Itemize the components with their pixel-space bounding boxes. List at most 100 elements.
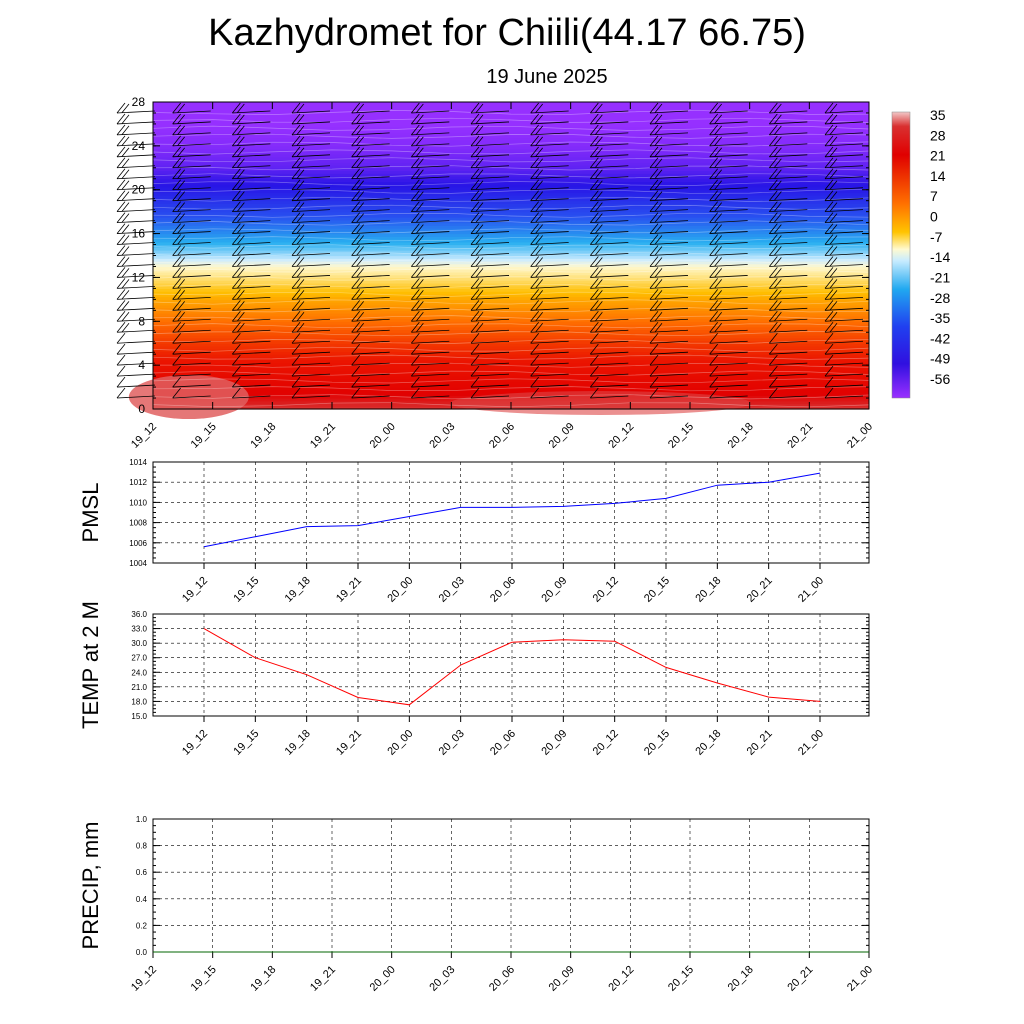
wind-barb-feather xyxy=(590,146,599,158)
wind-barb-feather xyxy=(714,224,722,234)
wind-barb-feather xyxy=(470,168,480,179)
wind-barb-feather xyxy=(714,136,722,146)
temperature-band xyxy=(153,250,869,254)
wind-barb-shaft xyxy=(116,143,156,147)
wind-barb-feather xyxy=(116,124,126,136)
wind-barb-feather xyxy=(291,289,301,300)
wind-barb-feather xyxy=(351,190,360,201)
wind-barb-feather xyxy=(649,212,659,223)
wind-barb-feather xyxy=(232,365,241,377)
wind-barb-feather xyxy=(824,223,834,234)
wind-barb-feather xyxy=(296,224,305,234)
wind-barb-feather xyxy=(535,136,543,146)
wind-barb-feather xyxy=(116,256,126,267)
temperature-band xyxy=(153,115,869,120)
wind-barb-shaft xyxy=(470,176,510,180)
temperature-band xyxy=(153,384,869,388)
wind-barb-feather xyxy=(416,180,424,190)
wind-barb-feather xyxy=(121,301,130,311)
wind-barb-shaft xyxy=(824,253,864,256)
wind-barb-shaft xyxy=(530,231,569,234)
temperature-band xyxy=(153,167,869,172)
wind-barb-feather xyxy=(824,354,834,366)
wind-barb-feather xyxy=(116,179,126,190)
y-tick-label: 28 xyxy=(132,95,146,109)
wind-barb-feather xyxy=(351,157,360,169)
temperature-band xyxy=(153,123,869,128)
wind-barb-shaft xyxy=(351,143,390,147)
wind-barb-feather xyxy=(291,300,301,311)
wind-barb-feather xyxy=(470,256,480,267)
temperature-band xyxy=(153,337,869,342)
x-tick-label: 20_15 xyxy=(666,964,696,994)
wind-barb-shaft xyxy=(351,296,390,300)
wind-barb-shaft xyxy=(769,187,808,191)
wind-barb-feather xyxy=(177,312,185,322)
wind-barb-shaft xyxy=(411,209,450,213)
wind-barb-shaft xyxy=(709,220,748,224)
wind-barb-feather xyxy=(590,179,599,190)
wind-barb-feather xyxy=(177,224,185,234)
temperature-band xyxy=(153,159,869,163)
wind-barb-feather xyxy=(829,268,838,278)
wind-barb-feather xyxy=(356,180,364,190)
wind-barb-feather xyxy=(829,158,838,168)
wind-barb-feather xyxy=(232,146,241,158)
wind-barb-feather xyxy=(237,103,245,113)
wind-barb-shaft xyxy=(291,351,331,355)
wind-barb-feather xyxy=(714,301,722,311)
wind-barb-feather xyxy=(416,169,424,179)
wind-barb-shaft xyxy=(530,209,569,213)
wind-barb-shaft xyxy=(116,132,156,136)
wind-barb-feather xyxy=(709,278,718,289)
wind-barb-feather xyxy=(237,235,245,245)
wind-barb-feather xyxy=(296,158,305,168)
wind-barb-feather xyxy=(709,289,718,300)
wind-barb-feather xyxy=(351,365,360,377)
wind-barb-feather xyxy=(291,376,301,388)
wind-barb-feather xyxy=(649,300,659,311)
wind-barb-feather xyxy=(351,267,360,278)
x-tick-label: 21_00 xyxy=(796,728,826,758)
wind-barb-shaft xyxy=(116,231,156,234)
panel-frame xyxy=(152,461,870,564)
wind-barb-feather xyxy=(475,169,484,179)
wind-barb-feather xyxy=(116,212,126,223)
wind-barb-feather xyxy=(595,235,603,245)
colorbar xyxy=(891,111,911,399)
wind-barb-feather xyxy=(649,354,659,366)
wind-barb-feather xyxy=(291,387,301,399)
temperature-band xyxy=(153,288,869,292)
wind-barb-feather xyxy=(824,146,834,158)
temperature-band xyxy=(153,340,869,344)
wind-barb-shaft xyxy=(530,253,569,256)
wind-barb-feather xyxy=(709,223,718,234)
temperature-band xyxy=(153,156,869,161)
temperature-band xyxy=(153,197,869,202)
wind-barb-shaft xyxy=(824,395,864,399)
wind-barb-feather xyxy=(116,135,126,147)
wind-barb-feather xyxy=(595,158,603,168)
temperature-band xyxy=(153,129,869,133)
wind-barb-feather xyxy=(237,180,245,190)
wind-barb-feather xyxy=(595,257,603,267)
wind-barb-feather xyxy=(177,213,185,223)
wind-barb-shaft xyxy=(116,264,156,267)
wind-barb-shaft xyxy=(530,220,569,224)
wind-barb-feather xyxy=(116,245,126,256)
wind-barb-shaft xyxy=(709,154,748,158)
wind-barb-feather xyxy=(824,212,834,223)
wind-barb-feather xyxy=(116,322,126,333)
wind-barb-shaft xyxy=(590,231,629,234)
wind-barb-shaft xyxy=(351,220,390,224)
wind-barb-shaft xyxy=(709,285,748,289)
wind-barb-feather xyxy=(649,332,659,344)
wind-barb-feather xyxy=(535,301,543,311)
wind-barb-feather xyxy=(291,354,301,366)
wind-barb-shaft xyxy=(590,154,629,158)
wind-barb-feather xyxy=(714,257,722,267)
temperature-band xyxy=(153,252,869,257)
wind-barb-feather xyxy=(232,376,241,388)
wind-barb-feather xyxy=(774,125,782,135)
wind-barb-feather xyxy=(296,279,305,289)
